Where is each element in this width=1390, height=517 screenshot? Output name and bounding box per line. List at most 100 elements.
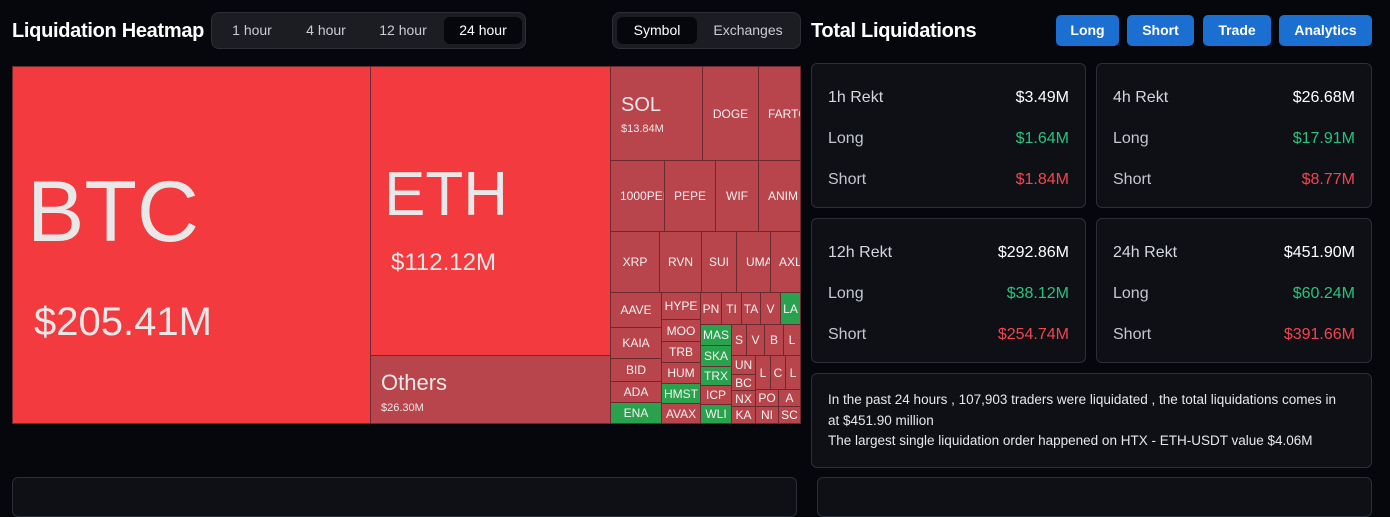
tile-symbol: HYPE [664,299,698,313]
tile-farto[interactable]: FARTO [758,66,801,161]
tile-symbol: MAS [702,328,729,342]
short-label: Short [1113,326,1152,343]
tile-ti[interactable]: TI [721,292,742,325]
short-value: $254.74M [997,326,1069,343]
tile-v[interactable]: V [760,292,781,325]
tile-l-3[interactable]: L [755,355,771,390]
tile-symbol: TRX [704,369,728,383]
tile-xrp[interactable]: XRP [610,231,660,293]
tile-hum[interactable]: HUM [661,362,701,384]
tile-symbol: TA [743,301,759,316]
tile-wif[interactable]: WIF [715,160,759,232]
card-total: $292.86M [997,244,1069,261]
tile-uma[interactable]: UMA [736,231,771,293]
tile-un[interactable]: UN [731,355,756,375]
heatmap-title: Liquidation Heatmap [12,20,205,42]
tile-v-2[interactable]: V [746,324,765,356]
tile-sol[interactable]: SOL $13.84M [610,66,703,161]
card-label: 1h Rekt [828,89,884,106]
tile-l[interactable]: L [783,324,801,356]
short-label: Short [828,171,867,188]
tile-po[interactable]: PO [755,389,779,407]
tile-trx[interactable]: TRX [700,366,732,386]
tile-ena[interactable]: ENA [610,402,662,424]
tile-symbol: V [751,333,760,347]
tile-ska[interactable]: SKA [700,345,732,367]
short-button[interactable]: Short [1127,15,1194,46]
total-liquidations-title: Total Liquidations [811,20,977,42]
long-button[interactable]: Long [1056,15,1119,46]
tile-rvn[interactable]: RVN [659,231,702,293]
tile-symbol: PO [758,391,776,405]
tile-anim[interactable]: ANIM [758,160,801,232]
timeframe-24-hour[interactable]: 24 hour [444,17,522,44]
tile-bid[interactable]: BID [610,358,662,382]
tile-la[interactable]: LA [780,292,801,325]
timeframe-12-hour[interactable]: 12 hour [379,22,427,38]
card-12h-rekt: 12h Rekt $292.86M Long $38.12M Short $254.7… [811,218,1086,363]
tile-doge[interactable]: DOGE [702,66,759,161]
timeframe-1-hour[interactable]: 1 hour [232,22,272,38]
tile-wli[interactable]: WLI [700,404,732,424]
tile-symbol: SKA [703,349,728,363]
tile-kaia[interactable]: KAIA [610,327,662,359]
tile-symbol: S [734,333,743,347]
tile-hmst[interactable]: HMST [661,383,701,404]
long-label: Long [1113,130,1149,147]
tile-aave[interactable]: AAVE [610,292,662,328]
tile-pn[interactable]: PN [700,292,722,325]
tile-hype[interactable]: HYPE [661,292,701,320]
tile-moo[interactable]: MOO [661,319,701,342]
tile-b[interactable]: B [764,324,784,356]
tile-pepe[interactable]: PEPE [664,160,716,232]
tile-others[interactable]: Others $26.30M [370,355,611,424]
tile-symbol: BTC [27,164,199,260]
tile-symbol: XRP [622,255,648,269]
tile-ka[interactable]: KA [731,406,756,424]
tile-bc[interactable]: BC [731,374,756,391]
tile-1000pepe[interactable]: 1000PEI [610,160,665,232]
short-value: $8.77M [1301,171,1355,188]
tile-value: $205.41M [34,300,212,344]
tile-symbol: A [785,391,794,405]
tile-l-4[interactable]: L [785,355,801,390]
tile-ta[interactable]: TA [741,292,761,325]
tile-ni[interactable]: NI [755,406,779,424]
card-total: $26.68M [1292,89,1355,106]
tile-a[interactable]: A [778,389,801,407]
tile-symbol: AAVE [620,303,652,317]
card-1h-rekt: 1h Rekt $3.49M Long $1.64M Short $1.84M [811,63,1086,208]
tile-btc[interactable]: BTC $205.41M [12,66,371,424]
tile-sc[interactable]: SC [778,406,801,424]
tile-nx[interactable]: NX [731,390,756,407]
card-label: 24h Rekt [1113,244,1178,261]
tile-symbol: AVAX [665,406,697,421]
tile-ada[interactable]: ADA [610,381,662,403]
bottom-panel-right [817,477,1372,517]
tile-symbol: RVN [667,255,694,269]
view-exchanges[interactable]: Exchanges [713,22,783,38]
tile-trb[interactable]: TRB [661,341,701,363]
trade-button[interactable]: Trade [1203,15,1271,46]
timeframe-4-hour[interactable]: 4 hour [306,22,346,38]
tile-symbol: WLI [705,407,727,421]
long-label: Long [828,285,864,302]
tile-avax[interactable]: AVAX [661,403,701,424]
tile-eth[interactable]: ETH $112.12M [370,66,611,356]
tile-symbol: HUM [667,366,695,380]
tile-icp[interactable]: ICP [700,385,732,405]
tile-symbol: KAIA [622,336,650,350]
tile-symbol: ICP [705,388,726,402]
tile-s[interactable]: S [731,324,747,356]
tile-mas[interactable]: MAS [700,324,732,346]
view-symbol[interactable]: Symbol [617,17,697,44]
tile-c[interactable]: C [770,355,786,390]
tile-symbol: NX [735,391,752,406]
tile-sui[interactable]: SUI [701,231,737,293]
tile-symbol: SUI [708,255,729,269]
card-4h-rekt: 4h Rekt $26.68M Long $17.91M Short $8.77M [1096,63,1372,208]
long-value: $60.24M [1292,285,1355,302]
tile-symbol: SC [781,408,798,422]
tile-axl[interactable]: AXL [770,231,801,293]
analytics-button[interactable]: Analytics [1279,15,1372,46]
